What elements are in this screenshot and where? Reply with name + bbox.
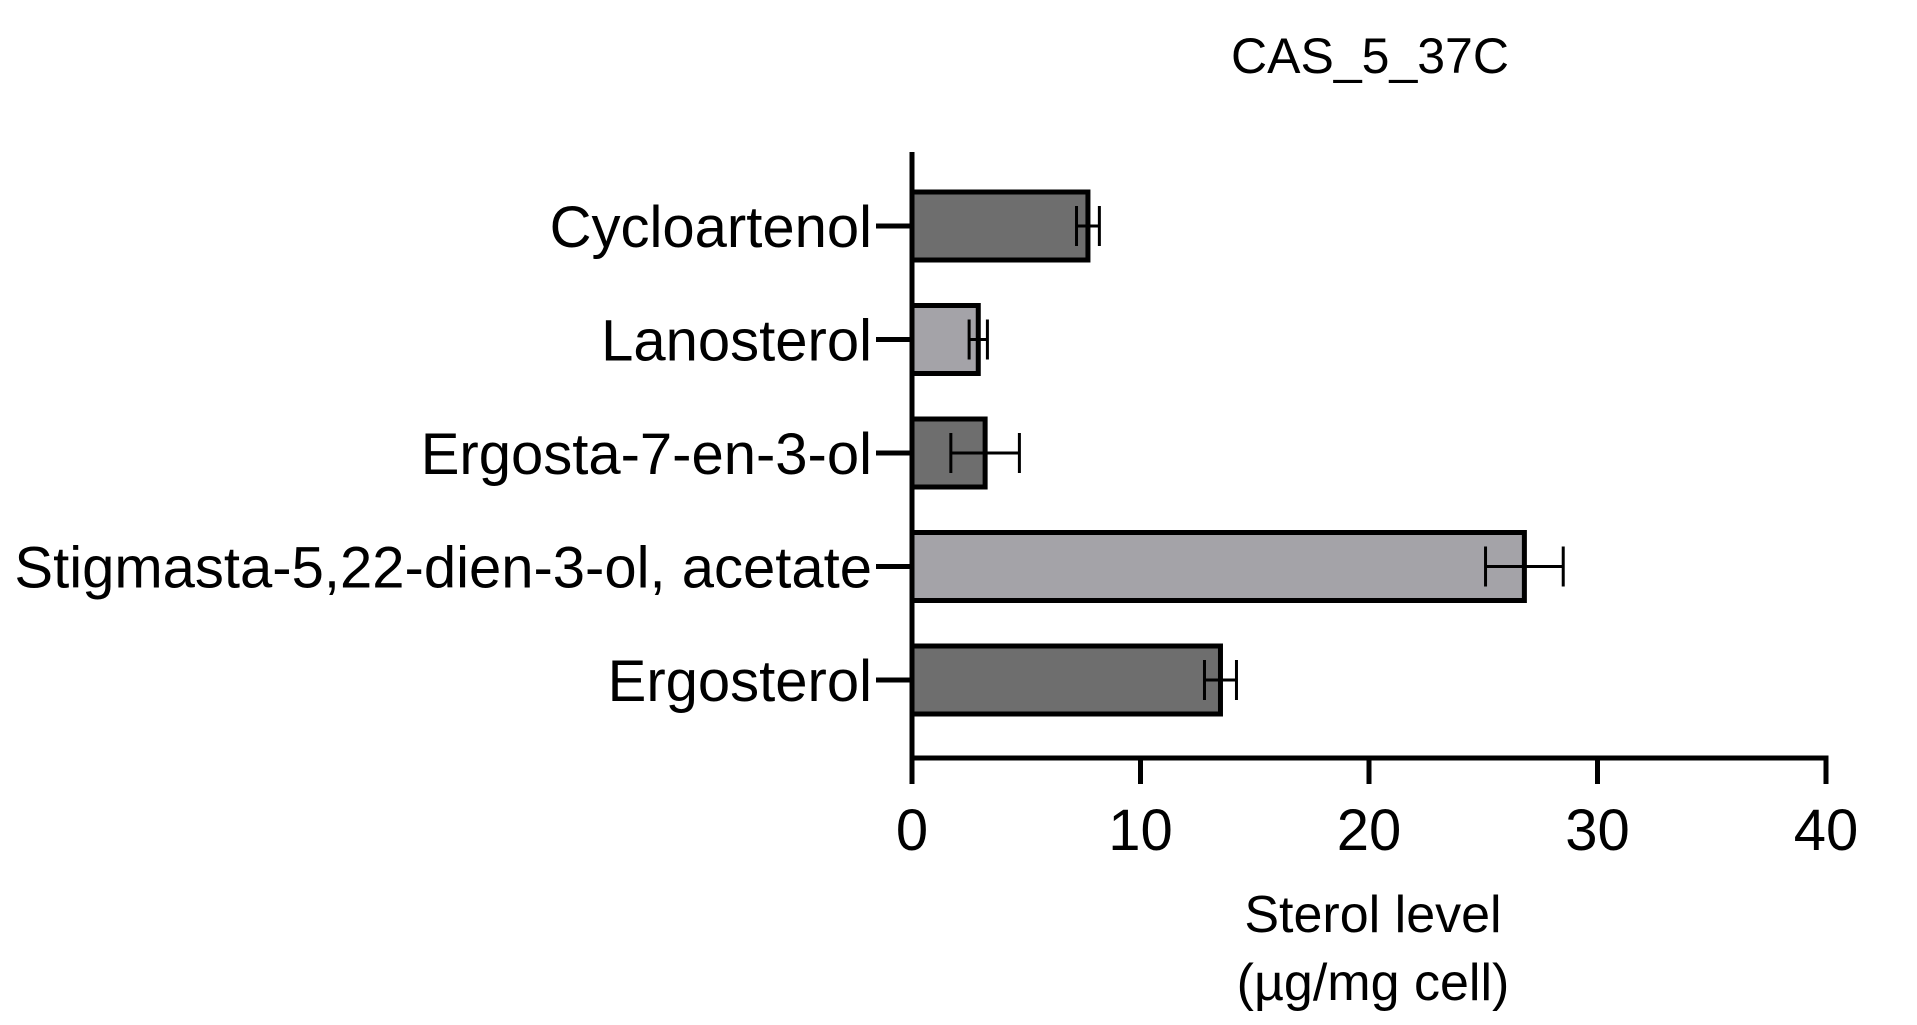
chart-title: CAS_5_37C bbox=[1231, 28, 1509, 84]
bar bbox=[909, 189, 1091, 263]
bar bbox=[909, 530, 1527, 603]
category-label: Cycloartenol bbox=[550, 195, 872, 260]
x-tick-label: 0 bbox=[896, 798, 928, 863]
x-axis-title-line-2: (µg/mg cell) bbox=[1237, 954, 1510, 1012]
category-label: Ergosta-7-en-3-ol bbox=[421, 422, 872, 487]
category-label: Stigmasta-5,22-dien-3-ol, acetate bbox=[14, 536, 872, 601]
bar bbox=[909, 303, 981, 376]
category-label: Lanosterol bbox=[601, 309, 872, 374]
x-tick-label: 10 bbox=[1108, 798, 1173, 863]
x-tick-label: 40 bbox=[1794, 798, 1859, 863]
x-tick-label: 30 bbox=[1565, 798, 1630, 863]
bar bbox=[909, 643, 1223, 717]
axes-layer bbox=[876, 152, 1829, 784]
x-tick-label: 20 bbox=[1337, 798, 1402, 863]
x-axis-title-line-1: Sterol level bbox=[1244, 886, 1501, 944]
error-bars-layer bbox=[949, 206, 1565, 700]
category-label: Ergosterol bbox=[608, 649, 872, 714]
labels-layer: Cycloartenol Lanosterol Ergosta-7-en-3-ol S… bbox=[14, 195, 1858, 863]
